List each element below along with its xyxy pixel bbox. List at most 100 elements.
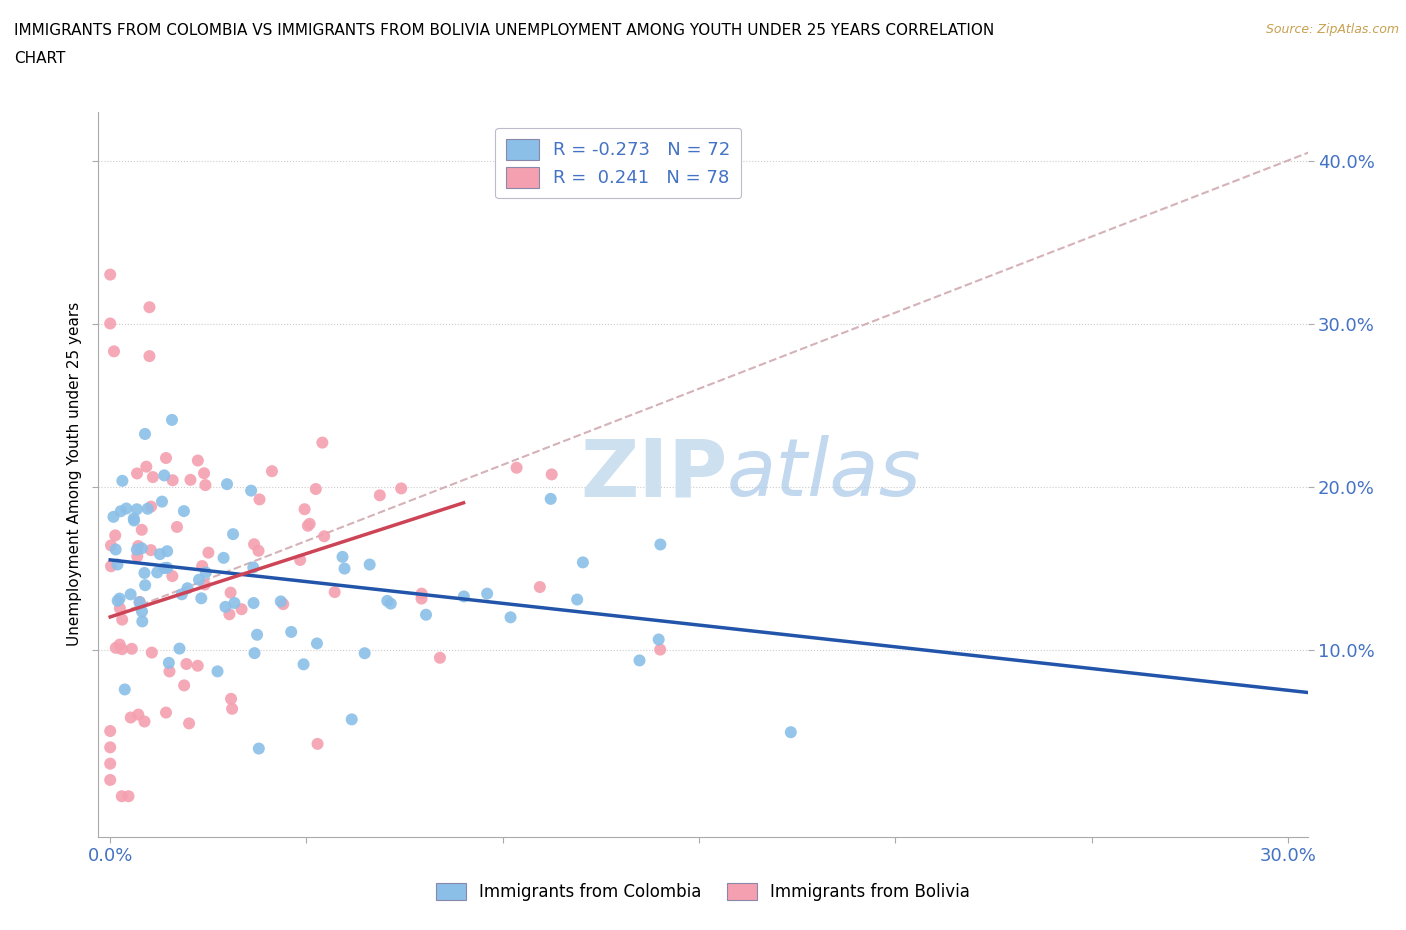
Point bbox=[104, 528, 127, 543]
Point bbox=[169, 641, 191, 656]
Point bbox=[380, 596, 402, 611]
Point bbox=[359, 557, 381, 572]
Point bbox=[411, 586, 433, 601]
Point bbox=[194, 577, 217, 591]
Point bbox=[139, 499, 162, 514]
Point bbox=[499, 610, 522, 625]
Point bbox=[136, 501, 159, 516]
Point bbox=[297, 518, 319, 533]
Point bbox=[311, 435, 333, 450]
Point bbox=[122, 513, 145, 528]
Point bbox=[128, 595, 150, 610]
Text: CHART: CHART bbox=[14, 51, 66, 66]
Point bbox=[103, 510, 125, 525]
Point bbox=[141, 645, 163, 660]
Point bbox=[650, 537, 672, 551]
Point bbox=[247, 741, 270, 756]
Point bbox=[108, 591, 131, 606]
Point bbox=[160, 413, 183, 428]
Point bbox=[135, 459, 157, 474]
Text: Source: ZipAtlas.com: Source: ZipAtlas.com bbox=[1265, 23, 1399, 36]
Point bbox=[333, 561, 356, 576]
Point bbox=[305, 636, 328, 651]
Point bbox=[117, 789, 139, 804]
Point bbox=[294, 502, 316, 517]
Point bbox=[242, 560, 264, 575]
Point bbox=[142, 470, 165, 485]
Legend: Immigrants from Colombia, Immigrants from Bolivia: Immigrants from Colombia, Immigrants fro… bbox=[429, 876, 977, 908]
Point bbox=[249, 492, 271, 507]
Point bbox=[98, 740, 121, 755]
Point bbox=[271, 597, 294, 612]
Text: ZIP: ZIP bbox=[579, 435, 727, 513]
Point bbox=[100, 538, 122, 552]
Point bbox=[187, 453, 209, 468]
Point bbox=[170, 587, 193, 602]
Point bbox=[215, 477, 238, 492]
Point bbox=[122, 512, 145, 526]
Point bbox=[529, 579, 551, 594]
Point bbox=[260, 464, 283, 479]
Point bbox=[162, 568, 184, 583]
Point bbox=[131, 614, 153, 629]
Point bbox=[389, 481, 412, 496]
Point bbox=[131, 523, 153, 538]
Point bbox=[127, 707, 149, 722]
Point bbox=[779, 724, 801, 739]
Point bbox=[159, 664, 181, 679]
Point bbox=[100, 559, 122, 574]
Point bbox=[194, 565, 217, 580]
Point bbox=[650, 642, 672, 657]
Point bbox=[153, 468, 176, 483]
Point bbox=[305, 482, 328, 497]
Point bbox=[212, 551, 235, 565]
Point bbox=[219, 585, 242, 600]
Point bbox=[98, 724, 121, 738]
Point bbox=[224, 595, 246, 610]
Point bbox=[340, 712, 363, 727]
Point bbox=[173, 678, 195, 693]
Point bbox=[176, 581, 198, 596]
Point bbox=[246, 628, 269, 643]
Point bbox=[298, 516, 321, 531]
Point bbox=[323, 585, 346, 600]
Point bbox=[103, 344, 125, 359]
Point bbox=[214, 600, 236, 615]
Point bbox=[162, 472, 184, 487]
Point bbox=[107, 593, 129, 608]
Point bbox=[139, 543, 162, 558]
Point bbox=[104, 641, 127, 656]
Point bbox=[104, 542, 127, 557]
Point bbox=[125, 542, 148, 557]
Text: atlas: atlas bbox=[727, 435, 922, 513]
Point bbox=[110, 504, 132, 519]
Point bbox=[191, 559, 214, 574]
Point bbox=[131, 541, 153, 556]
Point bbox=[187, 658, 209, 673]
Point bbox=[98, 756, 121, 771]
Point bbox=[98, 316, 121, 331]
Point bbox=[108, 601, 131, 616]
Point bbox=[125, 502, 148, 517]
Point bbox=[429, 650, 451, 665]
Point bbox=[647, 632, 669, 647]
Point bbox=[207, 664, 229, 679]
Point bbox=[108, 637, 131, 652]
Point bbox=[231, 602, 253, 617]
Point bbox=[98, 267, 121, 282]
Point bbox=[288, 552, 311, 567]
Point bbox=[353, 645, 375, 660]
Point bbox=[179, 472, 201, 487]
Point bbox=[188, 572, 211, 587]
Point bbox=[157, 656, 180, 671]
Point bbox=[505, 460, 527, 475]
Point bbox=[368, 488, 391, 503]
Point bbox=[314, 529, 336, 544]
Point bbox=[243, 645, 266, 660]
Legend: R = -0.273   N = 72, R =  0.241   N = 78: R = -0.273 N = 72, R = 0.241 N = 78 bbox=[495, 128, 741, 198]
Point bbox=[107, 557, 129, 572]
Point bbox=[453, 589, 475, 604]
Point bbox=[120, 587, 142, 602]
Point bbox=[134, 578, 156, 592]
Point bbox=[128, 594, 150, 609]
